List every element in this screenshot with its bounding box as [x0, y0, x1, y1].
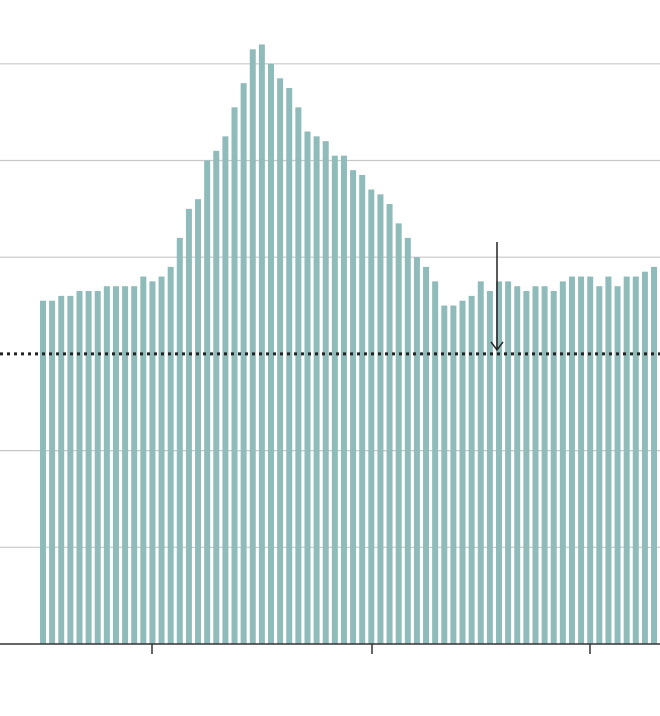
bar: [477, 281, 484, 644]
bar: [58, 295, 65, 644]
bar: [49, 300, 56, 644]
gridlines: [0, 63, 660, 548]
bar: [85, 291, 92, 644]
bar: [496, 281, 502, 644]
bar: [386, 204, 393, 644]
bar: [112, 286, 119, 644]
bar: [122, 286, 129, 644]
bar: [578, 276, 585, 644]
bar: [158, 276, 165, 644]
bar: [350, 170, 357, 645]
arrow-head: [490, 341, 504, 352]
bar: [368, 189, 375, 644]
bar: [204, 160, 211, 644]
bar: [213, 150, 220, 644]
bar: [313, 136, 320, 644]
bar: [441, 305, 448, 644]
bar: [404, 237, 411, 645]
bar: [596, 286, 603, 644]
bar: [222, 136, 229, 644]
bar: [550, 291, 557, 644]
bar: [641, 271, 648, 644]
bar: [377, 194, 384, 644]
bar: [67, 295, 74, 644]
bar: [605, 276, 612, 644]
bar: [523, 291, 530, 644]
bar: [103, 286, 110, 644]
bar: [486, 291, 493, 644]
bar: [468, 295, 475, 644]
bar: [277, 78, 284, 645]
x-axis: [0, 643, 660, 654]
bar: [76, 291, 83, 644]
bar: [459, 300, 466, 644]
bar: [587, 276, 594, 644]
annotation-arrow: [490, 242, 504, 352]
bar: [195, 199, 202, 644]
bar: [505, 281, 512, 644]
bar: [532, 286, 539, 644]
bar: [432, 281, 439, 644]
bar: [651, 266, 658, 644]
bar: [295, 107, 302, 644]
bar: [131, 286, 138, 644]
bar: [176, 237, 183, 645]
bar: [286, 87, 293, 645]
bar: [40, 300, 46, 644]
bar: [331, 155, 338, 645]
bar: [268, 63, 274, 645]
bar: [149, 281, 156, 644]
bar: [140, 276, 147, 644]
bar: [632, 276, 639, 644]
bar: [167, 266, 174, 644]
bar: [94, 291, 101, 644]
bar: [450, 305, 457, 644]
bar: [258, 44, 265, 644]
bars: [40, 44, 658, 645]
bar: [322, 141, 329, 644]
bar: [359, 175, 366, 644]
bar: [413, 257, 420, 644]
bar: [541, 286, 548, 644]
bar: [423, 266, 430, 644]
bar: [614, 286, 621, 644]
bar: [340, 155, 347, 645]
bar: [304, 131, 311, 645]
bar: [185, 208, 192, 644]
bar: [559, 281, 566, 644]
bar: [514, 286, 521, 644]
bar: [568, 276, 575, 644]
bar: [231, 107, 238, 644]
bar: [240, 83, 247, 644]
bar: [623, 276, 630, 644]
bar: [249, 49, 256, 645]
bar: [395, 223, 402, 645]
